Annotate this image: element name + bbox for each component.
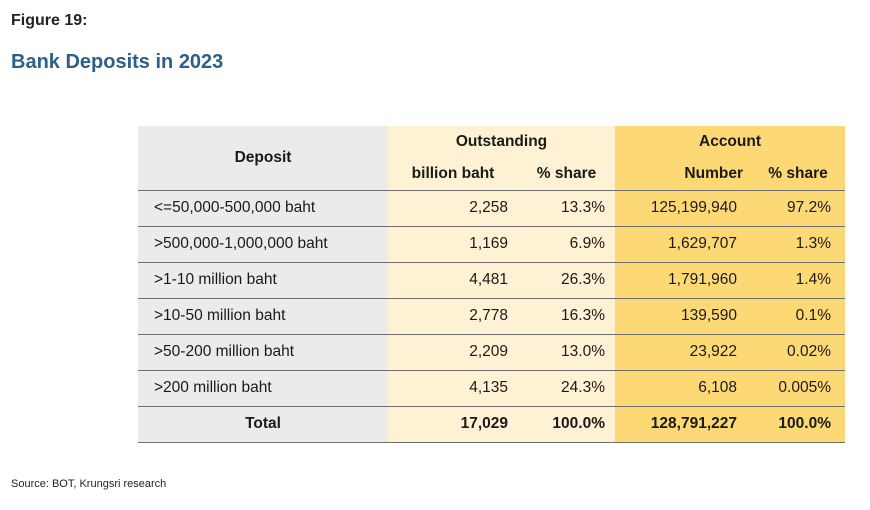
table-row: >10-50 million baht 2,778 16.3% 139,590 …	[138, 297, 845, 334]
deposits-table: Deposit Outstanding Account billion baht…	[138, 126, 845, 443]
cell-outstanding-share: 13.3%	[518, 189, 615, 226]
total-outstanding-share: 100.0%	[518, 405, 615, 443]
row-label: >200 million baht	[138, 369, 388, 406]
row-label: >50-200 million baht	[138, 333, 388, 370]
cell-account-share: 97.2%	[751, 189, 845, 226]
cell-billion-baht: 4,135	[388, 369, 518, 406]
cell-account-number: 125,199,940	[615, 189, 751, 226]
figure-label: Figure 19:	[11, 12, 88, 29]
cell-account-number: 6,108	[615, 369, 751, 406]
cell-outstanding-share: 6.9%	[518, 225, 615, 262]
cell-outstanding-share: 13.0%	[518, 333, 615, 370]
cell-account-number: 1,791,960	[615, 261, 751, 298]
cell-account-number: 23,922	[615, 333, 751, 370]
subheader-account-share: % share	[751, 158, 845, 190]
row-label: >1-10 million baht	[138, 261, 388, 298]
cell-outstanding-share: 16.3%	[518, 297, 615, 334]
header-account: Account	[615, 126, 845, 158]
cell-account-share: 0.02%	[751, 333, 845, 370]
cell-billion-baht: 2,778	[388, 297, 518, 334]
cell-billion-baht: 2,209	[388, 333, 518, 370]
cell-outstanding-share: 24.3%	[518, 369, 615, 406]
table-row: >1-10 million baht 4,481 26.3% 1,791,960…	[138, 261, 845, 298]
cell-billion-baht: 4,481	[388, 261, 518, 298]
cell-billion-baht: 1,169	[388, 225, 518, 262]
row-label: >10-50 million baht	[138, 297, 388, 334]
cell-account-share: 1.3%	[751, 225, 845, 262]
cell-account-share: 0.1%	[751, 297, 845, 334]
subheader-billion-baht: billion baht	[388, 158, 518, 190]
total-account-share: 100.0%	[751, 405, 845, 443]
total-label: Total	[138, 405, 388, 443]
cell-outstanding-share: 26.3%	[518, 261, 615, 298]
table-row: >500,000-1,000,000 baht 1,169 6.9% 1,629…	[138, 225, 845, 262]
header-deposit: Deposit	[138, 126, 388, 190]
table-row: <=50,000-500,000 baht 2,258 13.3% 125,19…	[138, 189, 845, 226]
row-label: <=50,000-500,000 baht	[138, 189, 388, 226]
cell-account-share: 1.4%	[751, 261, 845, 298]
table-row: >200 million baht 4,135 24.3% 6,108 0.00…	[138, 369, 845, 406]
cell-account-share: 0.005%	[751, 369, 845, 406]
header-outstanding: Outstanding	[388, 126, 615, 158]
cell-account-number: 139,590	[615, 297, 751, 334]
subheader-outstanding-share: % share	[518, 158, 615, 190]
source-note: Source: BOT, Krungsri research	[11, 478, 167, 490]
figure-title: Bank Deposits in 2023	[11, 51, 224, 73]
subheader-account-number: Number	[615, 158, 751, 190]
total-row: Total 17,029 100.0% 128,791,227 100.0%	[138, 405, 845, 443]
total-billion-baht: 17,029	[388, 405, 518, 443]
row-label: >500,000-1,000,000 baht	[138, 225, 388, 262]
cell-billion-baht: 2,258	[388, 189, 518, 226]
cell-account-number: 1,629,707	[615, 225, 751, 262]
total-account-number: 128,791,227	[615, 405, 751, 443]
table-row: >50-200 million baht 2,209 13.0% 23,922 …	[138, 333, 845, 370]
